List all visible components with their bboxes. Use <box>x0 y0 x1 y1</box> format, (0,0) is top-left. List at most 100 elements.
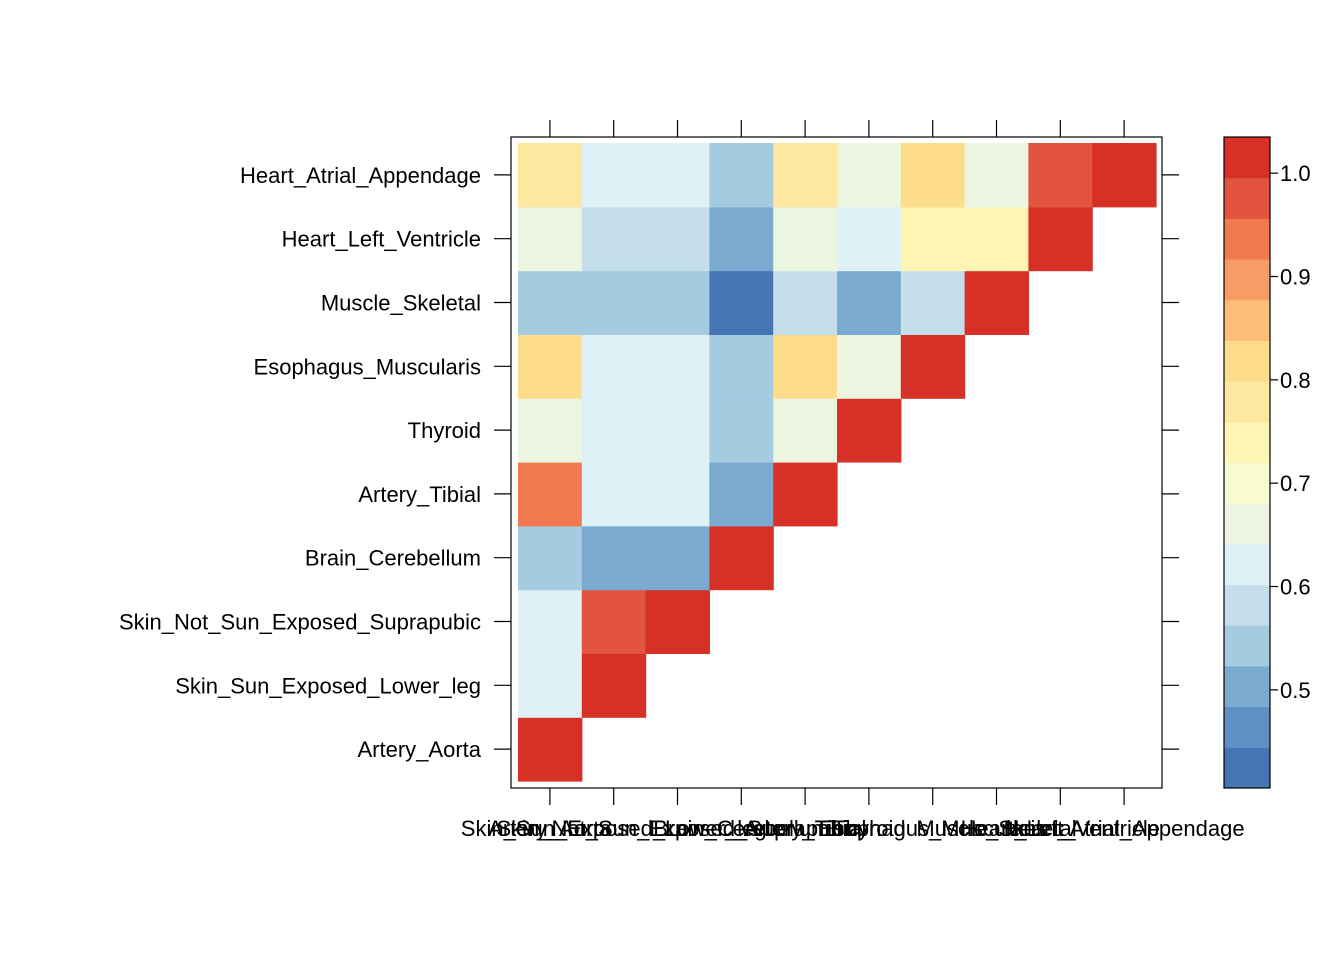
colorbar-segment <box>1224 503 1270 545</box>
y-tick-label: Skin_Not_Sun_Exposed_Suprapubic <box>119 610 481 635</box>
heatmap-cell <box>709 270 774 335</box>
colorbar-tick-label: 1.0 <box>1280 161 1311 186</box>
heatmap-cell <box>645 398 710 463</box>
y-tick-label: Thyroid <box>408 418 481 443</box>
colorbar-tick-label: 0.5 <box>1280 678 1311 703</box>
colorbar-segment <box>1224 625 1270 667</box>
heatmap-cell <box>773 143 838 208</box>
heatmap-cell <box>518 334 583 399</box>
plot-frame <box>510 136 1163 789</box>
colorbar-segment <box>1224 584 1270 626</box>
colorbar-segment <box>1224 747 1270 789</box>
heatmap-cell <box>581 398 647 463</box>
heatmap-cell <box>773 462 838 527</box>
heatmap-cell <box>1028 206 1093 272</box>
y-tick-label: Muscle_Skeletal <box>321 291 481 316</box>
heatmap-cell <box>964 206 1029 272</box>
heatmap-cell <box>773 270 838 335</box>
heatmap-cell <box>773 334 838 399</box>
heatmap-cell <box>1028 143 1093 208</box>
heatmap-cell <box>518 717 583 782</box>
heatmap-cell <box>645 462 710 527</box>
heatmap-cell <box>518 653 583 718</box>
colorbar-segment <box>1224 177 1270 219</box>
heatmap-cell <box>645 206 710 272</box>
y-tick-label: Artery_Aorta <box>358 737 482 762</box>
heatmap-cell <box>518 525 583 591</box>
x-tick-label: Brain_Cerebellum <box>653 816 829 841</box>
y-tick-label: Heart_Left_Ventricle <box>282 227 481 252</box>
x-tick-label: Skin_Not_Sun_Exposed_Suprapubic <box>496 816 858 841</box>
colorbar-segment <box>1224 381 1270 423</box>
colorbar-segment <box>1224 462 1270 504</box>
heatmap-cell <box>518 462 583 527</box>
heatmap-cell <box>645 525 710 591</box>
heatmap-cell <box>645 270 710 335</box>
heatmap-cell <box>581 206 647 272</box>
heatmap-cell <box>773 398 838 463</box>
heatmap-cell <box>645 143 710 208</box>
heatmap-cell <box>709 462 774 527</box>
heatmap-cell <box>581 143 647 208</box>
heatmap-cell <box>581 653 647 718</box>
heatmap-cell <box>964 143 1029 208</box>
heatmap-cell <box>518 143 583 208</box>
heatmap-cell <box>709 525 774 591</box>
x-tick-label: Artery_Tibial <box>744 816 867 841</box>
colorbar-segment <box>1224 137 1270 179</box>
heatmap-cell <box>900 270 966 335</box>
heatmap-cell <box>837 334 902 399</box>
heatmap-cell <box>900 206 966 272</box>
y-tick-label: Brain_Cerebellum <box>305 546 481 571</box>
heatmap-cell <box>581 270 647 335</box>
colorbar-tick-label: 0.9 <box>1280 265 1311 290</box>
heatmap-cell <box>837 206 902 272</box>
heatmap-cell <box>581 462 647 527</box>
heatmap-cell <box>518 206 583 272</box>
heatmap-cell <box>709 206 774 272</box>
colorbar-segment <box>1224 665 1270 708</box>
colorbar-segment <box>1224 543 1270 586</box>
colorbar-tick-label: 0.6 <box>1280 575 1311 600</box>
x-tick-label: Artery_Aorta <box>488 816 612 841</box>
colorbar-segment <box>1224 299 1270 341</box>
x-tick-label: Heart_Atrial_Appendage <box>1004 816 1245 841</box>
x-tick-label: Skin_Sun_Exposed_Lower_leg <box>461 816 767 841</box>
y-tick-label: Esophagus_Muscularis <box>254 354 481 379</box>
axis-layer: Artery_AortaSkin_Sun_Exposed_Lower_legSk… <box>119 120 1245 841</box>
heatmap-cell <box>581 525 647 591</box>
heatmap-cell <box>645 334 710 399</box>
heatmap-cell <box>1092 143 1157 208</box>
colorbar-segment <box>1224 340 1270 382</box>
heatmap-cell <box>709 398 774 463</box>
heatmap-cell <box>518 398 583 463</box>
cells-layer <box>518 143 1157 782</box>
y-tick-label: Artery_Tibial <box>358 482 481 507</box>
heatmap-cell <box>964 270 1029 335</box>
heatmap-cell <box>709 143 774 208</box>
heatmap-cell <box>900 334 966 399</box>
colorbar-frame <box>1223 136 1271 789</box>
colorbar-segment <box>1224 706 1270 748</box>
heatmap-cell <box>518 270 583 335</box>
y-tick-label: Heart_Atrial_Appendage <box>240 163 481 188</box>
heatmap-cell <box>900 143 966 208</box>
x-tick-label: Heart_Left_Ventricle <box>961 816 1160 841</box>
heatmap-cell <box>837 143 902 208</box>
heatmap-cell <box>773 206 838 272</box>
x-tick-label: Esophagus_Muscularis <box>819 816 1046 841</box>
heatmap-cell <box>518 589 583 654</box>
y-tick-label: Skin_Sun_Exposed_Lower_leg <box>175 673 481 698</box>
heatmap-cell <box>581 334 647 399</box>
x-tick-label: Thyroid <box>832 816 905 841</box>
colorbar-segment <box>1224 421 1270 463</box>
colorbar-segment <box>1224 259 1270 301</box>
colorbar: 0.5 0.6 0.7 0.8 0.9 1.0 <box>1223 136 1311 789</box>
heatmap-cell <box>645 589 710 654</box>
heatmap-cell <box>709 334 774 399</box>
heatmap-cell <box>581 589 647 654</box>
heatmap-cell <box>837 398 902 463</box>
colorbar-tick-label: 0.8 <box>1280 368 1311 393</box>
